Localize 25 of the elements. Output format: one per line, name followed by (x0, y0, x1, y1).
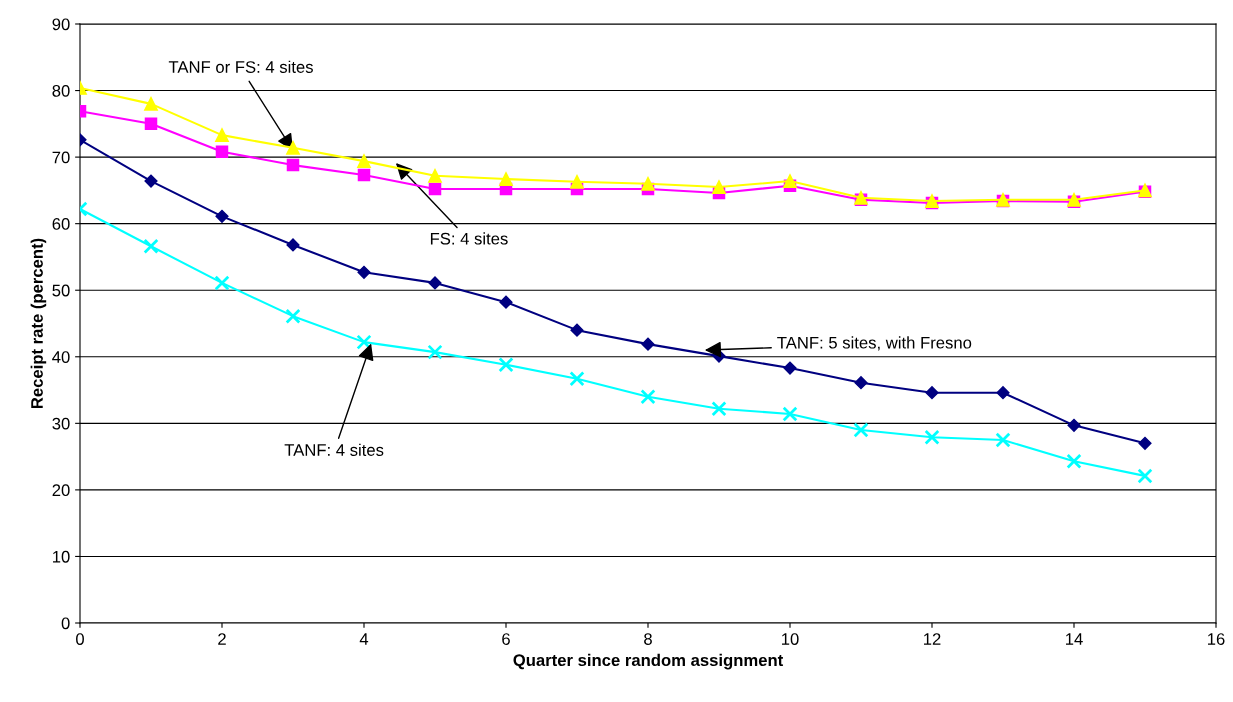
annotation: TANF: 4 sites (284, 443, 384, 456)
x-axis-title: Quarter since random assignment (513, 653, 784, 670)
annotation: FS: 4 sites (430, 232, 508, 245)
y-tick-label: 40 (52, 351, 70, 363)
y-axis-title: Receipt rate (percent) (30, 238, 47, 409)
x-tick-label: 10 (782, 633, 799, 645)
y-tick-label: 70 (52, 151, 70, 164)
y-tick-label: 90 (52, 18, 70, 31)
y-tick-label: 50 (52, 284, 70, 297)
x-tick-label: 6 (502, 633, 510, 645)
y-tick-label: 60 (52, 218, 70, 230)
x-tick-label: 14 (1066, 633, 1083, 645)
y-tick-label: 0 (61, 617, 70, 630)
x-tick-label: 8 (644, 633, 652, 645)
y-tick-label: 10 (53, 550, 70, 563)
x-tick-label: 12 (924, 633, 941, 645)
y-tick-label: 20 (52, 484, 70, 497)
x-tick-label: 4 (359, 633, 369, 645)
annotation: TANF: 5 sites, with Fresno (777, 336, 972, 351)
y-tick-label: 30 (52, 417, 70, 430)
y-tick-label: 80 (52, 84, 70, 97)
x-tick-label: 16 (1208, 633, 1225, 645)
x-tick-label: 0 (76, 633, 84, 645)
x-tick-label: 2 (218, 633, 226, 645)
annotation: TANF or FS: 4 sites (168, 60, 313, 73)
